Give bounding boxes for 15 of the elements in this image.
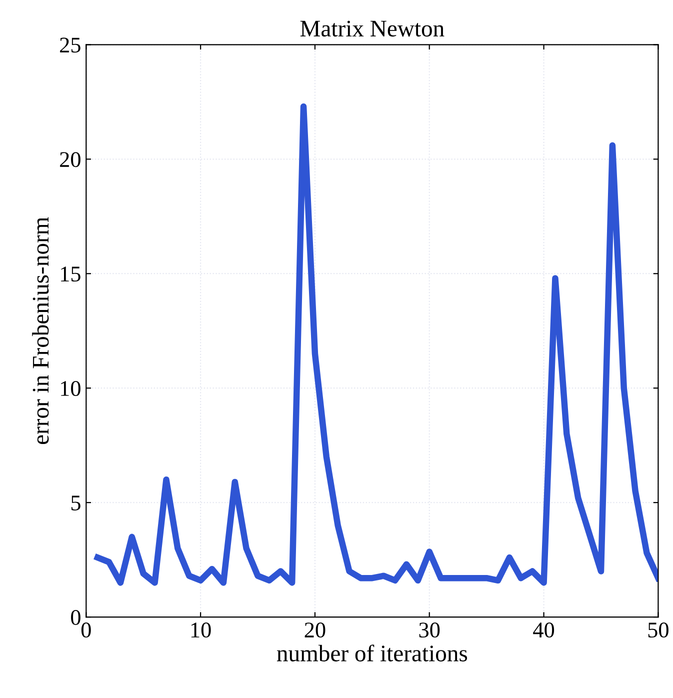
- x-tick-label: 40: [533, 622, 554, 638]
- x-tick-label: 30: [419, 622, 440, 638]
- y-tick-label: 0: [71, 610, 80, 625]
- y-tick-label: 20: [60, 152, 80, 168]
- chart-title: Matrix Newton: [300, 20, 444, 37]
- x-tick-label: 10: [191, 622, 211, 638]
- x-tick-label: 0: [81, 622, 91, 638]
- x-tick-label: 50: [648, 622, 668, 638]
- y-tick-label: 10: [61, 381, 80, 396]
- x-axis-title: number of iterations: [276, 644, 468, 662]
- y-tick-label: 25: [60, 38, 80, 53]
- x-tick-label: 20: [304, 622, 326, 638]
- y-tick-label: 15: [61, 266, 80, 282]
- y-axis-title: error in Frobenius-norm: [32, 217, 49, 444]
- y-tick-label: 5: [71, 496, 80, 510]
